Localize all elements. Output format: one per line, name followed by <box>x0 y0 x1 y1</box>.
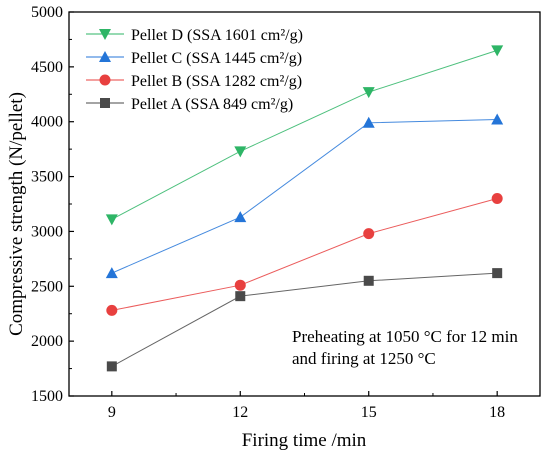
annotation-line-2: and firing at 1250 °C <box>292 349 436 368</box>
data-point-1-3 <box>491 113 504 125</box>
y-tick-label: 1500 <box>31 388 63 405</box>
series-line-1 <box>111 119 498 274</box>
y-tick-label: 2500 <box>31 278 63 295</box>
legend-marker-0 <box>99 29 111 40</box>
data-point-2-1 <box>234 279 246 291</box>
data-point-3-1 <box>235 291 246 302</box>
legend-marker-3 <box>100 98 110 108</box>
series-line-3 <box>111 272 498 367</box>
legend-label-1: Pellet C (SSA 1445 cm²/g) <box>131 50 302 67</box>
data-point-1-0 <box>105 267 118 279</box>
data-point-0-3 <box>491 45 504 57</box>
y-tick-label: 3000 <box>31 223 63 240</box>
series-lines <box>111 49 498 367</box>
y-tick-label: 5000 <box>31 4 63 21</box>
legend-label-2: Pellet B (SSA 1282 cm²/g) <box>131 73 302 90</box>
x-tick-label: 9 <box>108 404 116 421</box>
series-line-0 <box>111 49 498 220</box>
legend-marker-1 <box>99 51 111 62</box>
legend: Pellet D (SSA 1601 cm²/g) Pellet C (SSA 1… <box>86 27 303 113</box>
legend-label-3: Pellet A (SSA 849 cm²/g) <box>131 96 293 113</box>
data-point-1-1 <box>234 211 247 223</box>
data-point-0-2 <box>362 87 375 99</box>
y-tick-label: 4500 <box>31 59 63 76</box>
x-axis-label: Firing time /min <box>242 430 367 451</box>
series-markers <box>105 45 504 372</box>
series-line-2 <box>111 198 498 311</box>
data-point-0-0 <box>105 214 118 226</box>
data-point-2-3 <box>491 193 503 205</box>
x-tick-label: 18 <box>489 404 505 421</box>
y-tick-label: 2000 <box>31 333 63 350</box>
x-tick-label: 12 <box>232 404 248 421</box>
y-tick-label: 4000 <box>31 114 63 131</box>
data-point-3-3 <box>492 268 503 279</box>
data-point-2-0 <box>106 304 118 316</box>
legend-marker-2 <box>99 74 111 86</box>
axes: 1500 2000 2500 3000 3500 4000 4500 5000 9 12 15 18 <box>31 4 541 421</box>
x-tick-label: 15 <box>361 404 377 421</box>
annotation-line-1: Preheating at 1050 °C for 12 min <box>292 327 518 346</box>
y-axis-label: Compressive strength (N/pellet) <box>6 92 27 336</box>
data-point-0-1 <box>234 146 247 158</box>
data-point-3-0 <box>106 361 117 372</box>
data-point-1-2 <box>362 116 375 128</box>
y-tick-label: 3500 <box>31 169 63 186</box>
data-point-3-2 <box>363 275 374 286</box>
data-point-2-2 <box>363 228 375 240</box>
legend-label-0: Pellet D (SSA 1601 cm²/g) <box>131 27 303 44</box>
